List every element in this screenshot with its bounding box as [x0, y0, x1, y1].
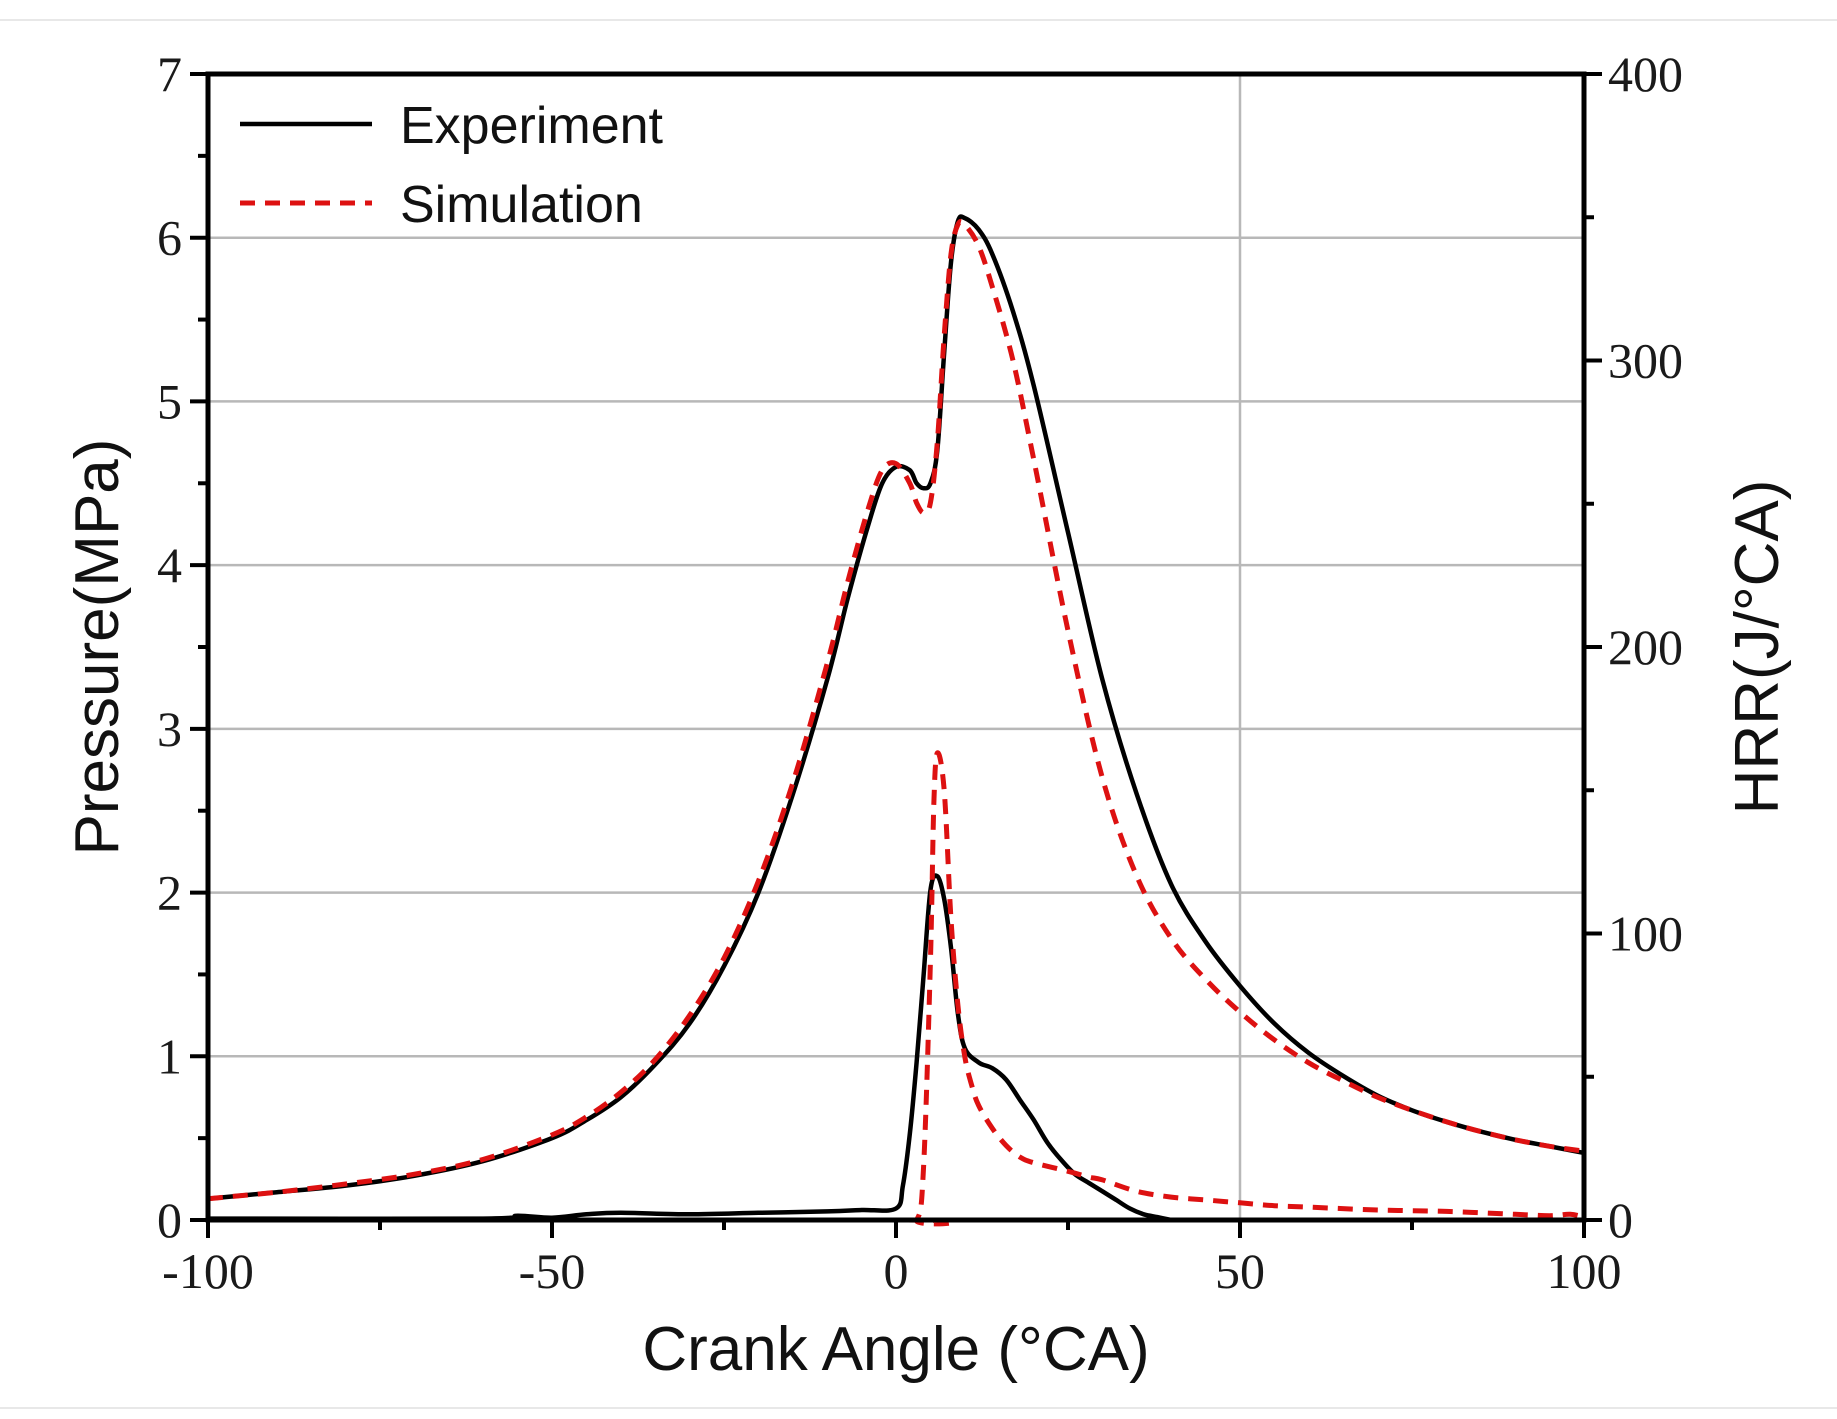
tick-label-left-6: 6 [157, 210, 182, 266]
tick-label-left-3: 3 [157, 701, 182, 757]
tick-label-x-2: 0 [884, 1243, 909, 1299]
plot-series [205, 214, 1587, 1227]
tick-label-x-0: -100 [162, 1243, 254, 1299]
tick-label-right-2: 200 [1608, 619, 1683, 675]
series-simulation-pressure [207, 218, 1585, 1202]
tick-label-right-0: 0 [1608, 1192, 1633, 1248]
grid-lines [208, 74, 1584, 1220]
tick-label-x-4: 100 [1547, 1243, 1622, 1299]
series-simulation-hrr [208, 750, 1585, 1227]
legend-label-experiment: Experiment [400, 97, 664, 155]
series-experiment-hrr [205, 873, 1174, 1223]
legend-label-simulation: Simulation [400, 176, 643, 234]
tick-label-left-2: 2 [157, 865, 182, 921]
axis-ticks [190, 72, 1602, 1238]
tick-label-x-3: 50 [1215, 1243, 1265, 1299]
y-left-axis-title: Pressure(MPa) [63, 439, 132, 856]
tick-label-left-7: 7 [157, 46, 182, 102]
tick-label-right-3: 300 [1608, 333, 1683, 389]
series-experiment-pressure [205, 214, 1587, 1201]
x-axis-title: Crank Angle (°CA) [642, 1315, 1149, 1384]
tick-label-left-5: 5 [157, 373, 182, 429]
plot-frame [205, 71, 1587, 1223]
tick-label-x-1: -50 [519, 1243, 586, 1299]
legend: Experiment Simulation [240, 97, 664, 234]
tick-label-right-4: 400 [1608, 46, 1683, 102]
tick-label-left-4: 4 [157, 537, 182, 593]
tick-label-right-1: 100 [1608, 906, 1683, 962]
y-right-axis-title: HRR(J/°CA) [1723, 480, 1792, 815]
tick-label-left-1: 1 [157, 1028, 182, 1084]
tick-label-left-0: 0 [157, 1192, 182, 1248]
